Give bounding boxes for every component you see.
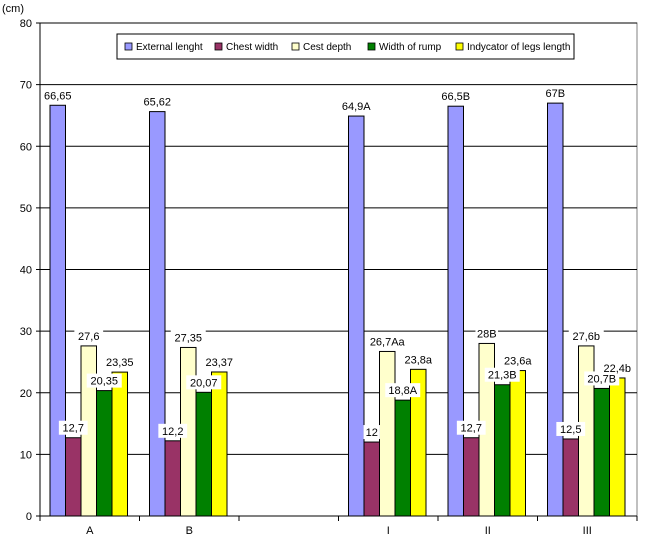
data-label: 12,7 [63, 423, 84, 435]
legend: External lenght Chest width Cest depth Widt… [116, 33, 575, 60]
data-label: 27,35 [174, 332, 202, 344]
data-label-bg [385, 383, 421, 398]
bar [111, 371, 128, 517]
legend-label: Indycator of legs length [467, 42, 570, 53]
data-label: 64,9A [342, 101, 371, 113]
data-label-bg [400, 352, 436, 367]
data-label: 27,6b [572, 331, 600, 343]
x-tick-label: A [86, 525, 94, 537]
data-label: 12,2 [162, 426, 183, 438]
bar [394, 399, 411, 517]
legend-swatch [124, 42, 133, 51]
data-label: 12,5 [560, 424, 581, 436]
data-label: 18,8A [388, 385, 417, 397]
x-tick-label: B [186, 525, 193, 537]
bar [379, 350, 396, 517]
data-label: 26,7Aa [370, 336, 406, 348]
bars [49, 102, 626, 517]
data-label-bg [201, 354, 237, 369]
data-label-bg [170, 330, 206, 345]
bar [494, 384, 511, 517]
data-label: 27,6 [78, 331, 99, 343]
bar [348, 115, 365, 517]
data-label-bg [186, 375, 222, 390]
legend-swatch [367, 42, 376, 51]
data-label-bg [366, 334, 408, 349]
legend-label: Width of rump [379, 42, 442, 53]
data-label: 67B [545, 88, 565, 100]
data-label: 66,65 [44, 90, 72, 102]
data-label-bg [86, 373, 122, 388]
y-tick-label: 20 [20, 388, 32, 400]
x-tick-label: III [583, 525, 592, 537]
bar [609, 377, 626, 517]
data-label-bg [74, 328, 104, 343]
data-label: 23,35 [106, 357, 134, 369]
data-label-bg [500, 353, 536, 368]
bar [463, 437, 480, 517]
y-axis-unit: (cm) [2, 3, 24, 15]
data-label-bg [363, 425, 380, 440]
data-label-bg [568, 328, 604, 343]
data-label-bg [456, 420, 486, 435]
legend-label: Chest width [226, 42, 278, 53]
bar [195, 391, 212, 517]
y-tick-label: 70 [20, 80, 32, 92]
y-tick-label: 80 [20, 18, 32, 30]
y-tick-label: 30 [20, 326, 32, 338]
data-label: 12,7 [461, 423, 482, 435]
data-label: 23,37 [205, 357, 233, 369]
data-label: 20,07 [190, 377, 218, 389]
bar [509, 370, 526, 517]
legend-label: Cest depth [303, 42, 351, 53]
bar [562, 438, 579, 517]
x-tick-label: I [387, 525, 390, 537]
bar [149, 111, 166, 517]
bar [65, 437, 82, 517]
y-tick-label: 50 [20, 203, 32, 215]
legend-label: External lenght [136, 42, 203, 53]
legend-swatch [214, 42, 223, 51]
bar [164, 440, 181, 517]
bar [49, 104, 66, 517]
data-label-bg [599, 360, 635, 375]
data-label-bg [475, 326, 499, 341]
data-label-bg [158, 423, 188, 438]
bar [96, 390, 113, 517]
data-label: 23,6a [504, 356, 532, 368]
data-label: 21,3B [488, 370, 517, 382]
legend-swatch [455, 42, 464, 51]
data-label-bg [102, 355, 138, 370]
data-label: 28B [477, 328, 497, 340]
data-label: 23,8a [404, 354, 432, 366]
bar [447, 105, 464, 517]
data-label: 66,5B [441, 91, 470, 103]
data-label: 20,7B [587, 373, 616, 385]
x-tick-label: II [485, 525, 491, 537]
bar [547, 102, 564, 517]
data-label: 12 [366, 427, 378, 439]
y-tick-label: 60 [20, 141, 32, 153]
gridlines [39, 22, 638, 517]
data-label-bg [58, 420, 88, 435]
legend-box [116, 33, 575, 60]
y-tick-label: 0 [26, 511, 32, 523]
data-label: 65,62 [143, 97, 171, 109]
bar [211, 371, 228, 517]
data-label: 20,35 [90, 376, 118, 388]
data-label: 22,4b [603, 363, 631, 375]
y-tick-label: 40 [20, 265, 32, 277]
bar [593, 387, 610, 517]
legend-swatch [291, 42, 300, 51]
data-labels: 66,65 12,7 27,6 20,35 23,35 65,62 12,2 27,35 20,… [44, 88, 635, 440]
data-label-bg [484, 367, 520, 382]
bar [363, 441, 380, 517]
data-label-bg [556, 421, 586, 436]
y-tick-label: 10 [20, 449, 32, 461]
